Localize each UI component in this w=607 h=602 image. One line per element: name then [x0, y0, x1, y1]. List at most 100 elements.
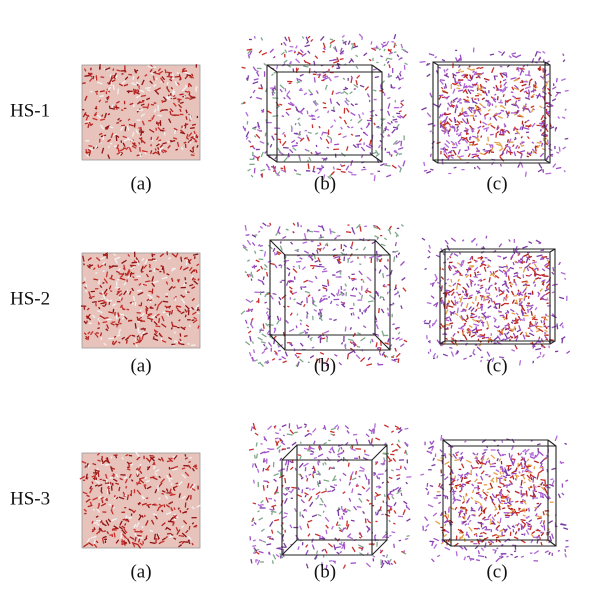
atom-bond [531, 122, 536, 128]
atom-bond [512, 95, 517, 99]
atom-bond [303, 447, 308, 450]
atom-bond [178, 319, 181, 322]
atom-bond [529, 329, 534, 333]
atom-bond [274, 264, 278, 269]
atom-bond [449, 322, 454, 325]
atom-bond [355, 287, 358, 291]
atom-bond [468, 294, 473, 298]
atom-bond [344, 344, 347, 350]
atom-bond [293, 50, 297, 53]
atom-bond [177, 104, 183, 109]
atom-bond [178, 480, 183, 486]
atom-bond [387, 312, 390, 317]
atom-bond [462, 308, 466, 312]
atom-bond [116, 151, 123, 155]
atom-bond [439, 511, 443, 517]
atom-bond [534, 505, 539, 512]
atom-bond [157, 482, 163, 488]
atom-bond [460, 263, 464, 268]
atom-bond [269, 262, 275, 266]
atom-bond [140, 94, 147, 98]
atom-bond [266, 307, 270, 311]
atom-bond [173, 507, 176, 511]
atom-bond [368, 428, 373, 432]
atom-bond [85, 149, 88, 155]
atom-bond [430, 558, 435, 563]
atom-bond [496, 143, 502, 147]
atom-bond [304, 492, 309, 496]
atom-bond [139, 478, 145, 484]
atom-bond [497, 485, 502, 489]
atom-bond [322, 174, 326, 181]
atom-bond [544, 335, 548, 339]
atom-bond [507, 322, 511, 329]
atom-bond [542, 520, 545, 525]
atom-bond [516, 150, 523, 155]
atom-bond [145, 479, 150, 483]
atom-bond [138, 141, 141, 145]
atom-bond [532, 360, 535, 364]
atom-bond [266, 543, 272, 546]
atom-bond [258, 550, 264, 554]
atom-bond [541, 495, 545, 499]
atom-bond [163, 100, 167, 103]
atom-bond [507, 311, 510, 314]
atom-bond [169, 534, 172, 537]
atom-bond [496, 547, 499, 550]
atom-bond [501, 439, 504, 443]
atom-bond [491, 501, 496, 506]
atom-bond [501, 51, 506, 56]
atom-bond [248, 351, 252, 357]
atom-bond [281, 515, 288, 520]
atom-bond [400, 224, 404, 227]
atom-bond [317, 470, 321, 475]
atom-bond [491, 103, 494, 107]
atom-bond [284, 487, 288, 491]
atom-bond [92, 117, 98, 121]
atom-bond [86, 264, 91, 269]
atom-bond [534, 307, 538, 311]
atom-bond [532, 259, 536, 262]
atom-bond [387, 48, 392, 52]
atom-bond [124, 70, 127, 73]
atom-bond [385, 40, 390, 46]
atom-bond [482, 531, 487, 535]
atom-bond [282, 235, 287, 240]
atom-bond [306, 477, 309, 482]
atom-bond [444, 452, 447, 459]
atom-bond [280, 51, 285, 56]
atom-bond [275, 251, 279, 256]
atom-bond [292, 265, 296, 268]
atom-bond [299, 455, 302, 460]
panel-a [79, 451, 202, 549]
atom-bond [391, 531, 396, 534]
atom-bond [311, 346, 315, 349]
atom-bond [145, 87, 151, 89]
atom-bond [465, 302, 469, 309]
atom-bond [247, 54, 251, 59]
atom-bond [513, 274, 519, 278]
atom-bond [172, 90, 176, 97]
atom-bond [305, 544, 309, 548]
atom-bond [150, 72, 154, 75]
atom-bond [92, 75, 95, 80]
atom-bond [303, 279, 309, 283]
atom-bond [153, 321, 158, 326]
atom-bond [264, 450, 270, 454]
atom-bond [307, 35, 311, 39]
atom-bond [152, 151, 157, 155]
atom-bond [435, 520, 441, 525]
atom-bond [551, 533, 554, 540]
atom-bond [305, 324, 310, 328]
atom-bond [357, 332, 361, 335]
atom-bond [496, 511, 500, 515]
atom-bond [261, 51, 268, 56]
atom-bond [474, 296, 477, 301]
atom-bond [398, 338, 403, 341]
atom-bond [279, 245, 283, 251]
atom-bond [444, 150, 448, 155]
atom-bond [323, 479, 330, 482]
atom-bond [284, 477, 287, 484]
atom-bond [155, 313, 160, 317]
panel-label: (c) [486, 561, 507, 582]
